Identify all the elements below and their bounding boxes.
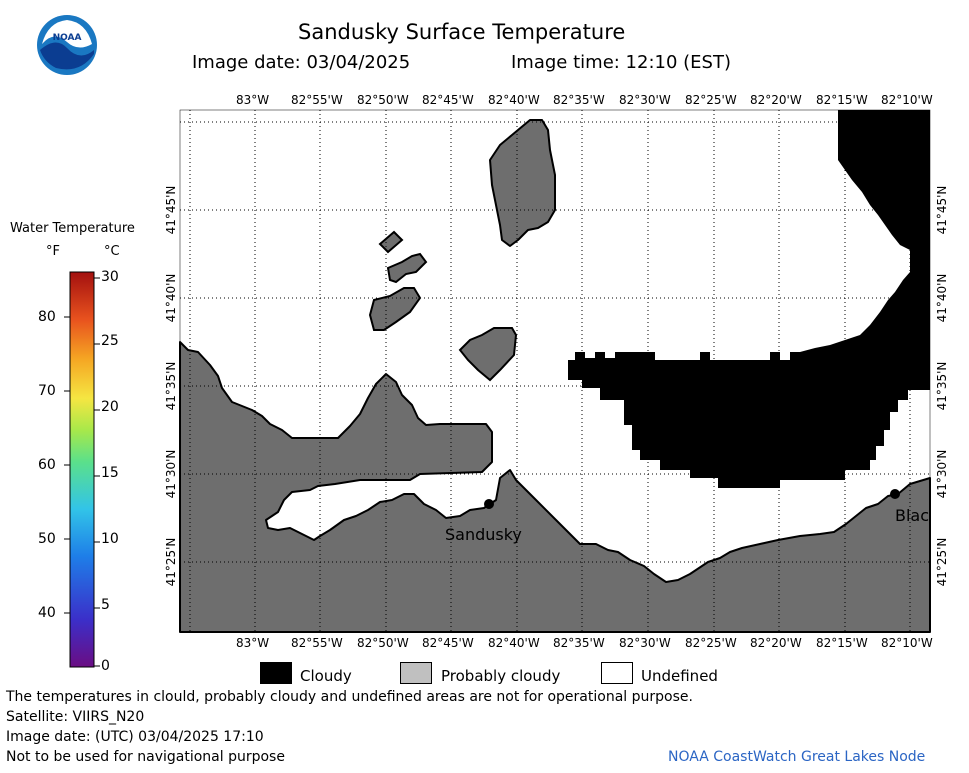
cloud-region bbox=[568, 110, 930, 488]
lon-label-bottom: 82°50'W bbox=[357, 636, 409, 650]
lon-label: 82°40'W bbox=[488, 93, 540, 107]
lat-label: 41°30'N bbox=[164, 449, 178, 499]
legend-swatch-undefined bbox=[601, 662, 633, 684]
lat-label-right: 41°25'N bbox=[935, 537, 949, 587]
colorbar-f-tick: 40 bbox=[38, 605, 56, 621]
lon-label: 82°45'W bbox=[422, 93, 474, 107]
colorbar-c-tick: 5 bbox=[101, 597, 110, 613]
noaa-logo-text: NOAA bbox=[53, 33, 82, 43]
noaa-logo: NOAA bbox=[36, 14, 98, 76]
colorbar-c-tick: 25 bbox=[101, 333, 119, 349]
colorbar-unit-c: °C bbox=[104, 244, 120, 259]
colorbar-c-tick: 10 bbox=[101, 531, 119, 547]
legend-swatch-cloudy bbox=[260, 662, 292, 684]
lon-label: 82°35'W bbox=[553, 93, 605, 107]
blac-marker bbox=[890, 489, 900, 499]
footer-credit: NOAA CoastWatch Great Lakes Node bbox=[668, 749, 926, 765]
island-small-2 bbox=[386, 252, 428, 284]
noaa-logo-graphic: NOAA bbox=[37, 15, 97, 75]
island-kelleys bbox=[489, 119, 556, 247]
lon-label-bottom: 82°15'W bbox=[816, 636, 868, 650]
city-label-sandusky: Sandusky bbox=[445, 525, 522, 544]
footer-disclaimer: The temperatures in clould, probably clo… bbox=[6, 689, 693, 705]
colorbar bbox=[64, 271, 100, 668]
colorbar-unit-f: °F bbox=[46, 244, 60, 259]
map-frame bbox=[179, 109, 931, 633]
legend-swatch-probably-cloudy bbox=[400, 662, 432, 684]
lon-label-bottom: 82°30'W bbox=[619, 636, 671, 650]
lon-label: 83°W bbox=[236, 93, 270, 107]
lon-label-bottom: 82°10'W bbox=[881, 636, 933, 650]
image-date: Image date: 03/04/2025 bbox=[192, 52, 411, 73]
footer-nav-note: Not to be used for navigational purpose bbox=[6, 749, 285, 765]
colorbar-c-tick: 15 bbox=[101, 465, 119, 481]
lon-label: 82°15'W bbox=[816, 93, 868, 107]
lon-label-bottom: 82°55'W bbox=[291, 636, 343, 650]
footer-satellite: Satellite: VIIRS_N20 bbox=[6, 709, 145, 725]
page-title: Sandusky Surface Temperature bbox=[298, 20, 626, 44]
legend-label-undefined: Undefined bbox=[641, 667, 718, 685]
lon-label-bottom: 82°25'W bbox=[685, 636, 737, 650]
city-label-blac: Blac bbox=[895, 506, 930, 525]
lon-label: 82°55'W bbox=[291, 93, 343, 107]
colorbar-f-tick: 80 bbox=[38, 309, 56, 325]
lon-label-bottom: 83°W bbox=[236, 636, 270, 650]
footer-utc-date: Image date: (UTC) 03/04/2025 17:10 bbox=[6, 729, 264, 745]
lon-label-bottom: 82°45'W bbox=[422, 636, 474, 650]
colorbar-c-tick: 30 bbox=[101, 269, 119, 285]
colorbar-title: Water Temperature bbox=[10, 221, 135, 236]
mainland bbox=[179, 341, 931, 633]
lon-label-bottom: 82°40'W bbox=[488, 636, 540, 650]
image-time: Image time: 12:10 (EST) bbox=[511, 52, 731, 73]
lat-label-right: 41°40'N bbox=[935, 273, 949, 323]
island-small-4 bbox=[458, 327, 518, 382]
colorbar-gradient bbox=[69, 271, 95, 668]
lat-label: 41°35'N bbox=[164, 361, 178, 411]
lon-label: 82°30'W bbox=[619, 93, 671, 107]
sandusky-marker bbox=[484, 499, 494, 509]
lon-label: 82°10'W bbox=[881, 93, 933, 107]
lon-label-bottom: 82°35'W bbox=[553, 636, 605, 650]
lon-label: 82°25'W bbox=[685, 93, 737, 107]
colorbar-c-tick: 0 bbox=[101, 658, 110, 674]
island-small-3 bbox=[368, 287, 422, 331]
lon-label-bottom: 82°20'W bbox=[750, 636, 802, 650]
lat-label: 41°40'N bbox=[164, 273, 178, 323]
colorbar-f-tick: 50 bbox=[38, 531, 56, 547]
colorbar-f-tick: 70 bbox=[38, 383, 56, 399]
graticule bbox=[180, 110, 930, 632]
legend-label-cloudy: Cloudy bbox=[300, 667, 352, 685]
lat-label: 41°25'N bbox=[164, 537, 178, 587]
lat-label: 41°45'N bbox=[164, 185, 178, 235]
lon-label: 82°50'W bbox=[357, 93, 409, 107]
lon-label: 82°20'W bbox=[750, 93, 802, 107]
legend-label-probably-cloudy: Probably cloudy bbox=[441, 667, 561, 685]
lat-label-right: 41°30'N bbox=[935, 449, 949, 499]
lat-label-right: 41°35'N bbox=[935, 361, 949, 411]
colorbar-c-tick: 20 bbox=[101, 399, 119, 415]
colorbar-f-tick: 60 bbox=[38, 457, 56, 473]
lat-label-right: 41°45'N bbox=[935, 185, 949, 235]
